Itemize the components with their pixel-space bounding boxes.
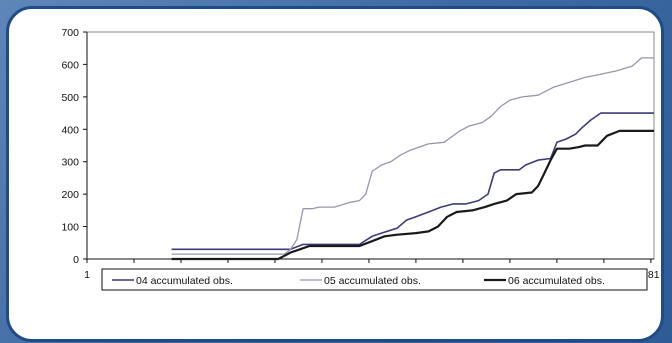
x-tick-label: 1 [84,269,90,281]
y-tick-label: 300 [61,157,79,169]
y-tick-label: 600 [61,59,79,71]
y-tick-label: 500 [61,92,79,104]
y-tick-label: 200 [61,189,79,201]
y-tick-label: 100 [61,222,79,234]
series-line-3 [171,129,654,261]
chart-legend: 04 accumulated obs. 05 accumulated obs. 06… [101,268,648,291]
chart-lines [171,57,654,261]
y-tick-label: 400 [61,124,79,136]
series-line-2 [171,57,654,255]
line-chart: 0100200300400500600700116314661769110612… [61,27,660,291]
y-tick-label: 700 [61,27,79,39]
plot-area-border [86,31,655,260]
legend-label-2: 05 accumulated obs. [324,275,421,287]
legend-box [101,268,648,291]
series-line-1 [171,112,654,251]
y-tick-label: 0 [73,254,79,266]
legend-label-1: 04 accumulated obs. [136,275,233,287]
chart-frame: 0100200300400500600700116314661769110612… [6,6,664,342]
legend-label-3: 06 accumulated obs. [508,275,605,287]
